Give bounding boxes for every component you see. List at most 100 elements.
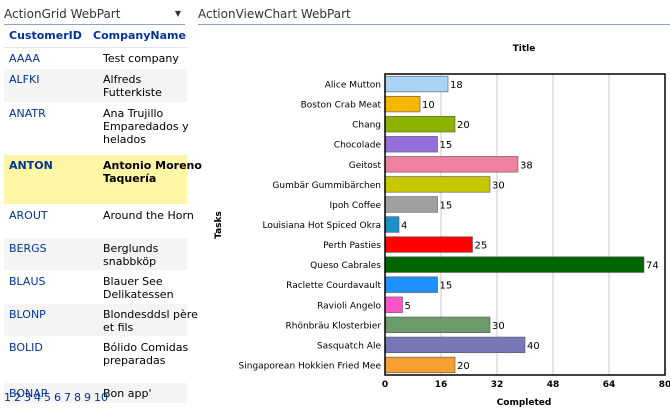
page-link[interactable]: 4 <box>34 391 41 404</box>
data-label: 20 <box>457 120 470 131</box>
bar <box>384 236 473 253</box>
data-label: 15 <box>440 140 453 151</box>
category-tick-label: Boston Crab Meat <box>301 101 382 111</box>
x-tick-label: 0 <box>382 380 388 390</box>
bar <box>384 336 526 354</box>
category-tick-label: Singaporean Hokkien Fried Mee <box>239 361 382 371</box>
category-tick-label: Ipoh Coffee <box>329 201 381 211</box>
customer-id-link[interactable]: ANATR <box>9 107 46 120</box>
table-row[interactable]: AROUT Around the Horn <box>4 205 194 238</box>
data-label: 74 <box>646 261 659 272</box>
bar <box>384 75 449 93</box>
table-row[interactable]: BERGS Berglunds snabbköp <box>4 238 187 271</box>
action-view-chart-webpart: ActionViewChart WebPart 18 Alice Mutton 10… <box>194 0 670 418</box>
company-name-cell: Test company <box>103 52 179 65</box>
data-label: 25 <box>475 241 488 252</box>
customer-id-link[interactable]: BLAUS <box>9 275 46 288</box>
customer-id-link[interactable]: BONAP <box>9 387 48 400</box>
table-row[interactable]: BLAUS Blauer See Delikatessen <box>4 271 187 304</box>
data-label: 15 <box>440 281 453 292</box>
category-tick-label: Raclette Courdavault <box>286 281 381 291</box>
company-name-cell: Blauer See Delikatessen <box>103 275 174 301</box>
table-row[interactable]: BONAP Bon app' <box>4 383 187 404</box>
table-row[interactable]: BLONP Blondesddsl père et fils <box>4 304 198 337</box>
plot-frame <box>384 73 666 376</box>
bar <box>384 116 456 133</box>
bar <box>384 95 421 113</box>
company-name-cell: Bólido Comidas preparadas <box>103 341 189 367</box>
category-tick-label: Gumbär Gummibärchen <box>272 181 381 191</box>
bar <box>384 356 456 374</box>
column-header-customer-id[interactable]: CustomerID <box>9 29 82 42</box>
customer-id-link[interactable]: ALFKI <box>9 73 40 86</box>
category-tick-label: Ravioli Angelo <box>317 301 381 311</box>
customer-grid: CustomerID CompanyName AAAA Test company A… <box>4 27 202 404</box>
category-tick-label: Alice Mutton <box>325 81 381 91</box>
chart-webpart-title: ActionViewChart WebPart <box>198 4 670 25</box>
bar <box>384 276 438 293</box>
category-tick-label: Sasquatch Ale <box>317 341 382 351</box>
y-axis-label: Tasks <box>214 211 224 239</box>
data-label: 18 <box>450 80 463 91</box>
page-link[interactable]: 2 <box>14 391 21 404</box>
x-axis-label: Completed <box>497 398 552 408</box>
chart-title: Title <box>513 44 536 54</box>
bar <box>384 136 438 153</box>
bar <box>384 176 491 193</box>
action-grid-webpart: ActionGrid WebPart ▼ CustomerID CompanyN… <box>0 0 202 418</box>
company-name-cell: Ana Trujillo Emparedados y helados <box>103 107 189 146</box>
page-link[interactable]: 5 <box>44 391 51 404</box>
category-tick-label: Geitost <box>349 161 382 171</box>
customer-id-link[interactable]: BOLID <box>9 341 43 354</box>
table-row[interactable]: AAAA Test company <box>4 48 187 69</box>
category-tick-label: Queso Cabrales <box>310 261 381 271</box>
page-link[interactable]: 8 <box>74 391 81 404</box>
customer-id-link[interactable]: AROUT <box>9 209 48 222</box>
column-header-company-name[interactable]: CompanyName <box>93 29 186 42</box>
data-label: 38 <box>520 160 533 171</box>
page-link[interactable]: 3 <box>24 391 31 404</box>
bar <box>384 316 491 333</box>
webpart-menu-arrow-icon[interactable]: ▼ <box>174 9 181 18</box>
x-tick-label: 80 <box>659 380 670 390</box>
page-link[interactable]: 7 <box>64 391 71 404</box>
data-label: 30 <box>492 180 505 191</box>
customer-id-link[interactable]: BLONP <box>9 308 46 321</box>
company-name-cell: Bon app' <box>103 387 152 400</box>
category-tick-label: Rhönbräu Klosterbier <box>286 321 382 331</box>
page-link[interactable]: 6 <box>54 391 61 404</box>
data-label: 40 <box>527 341 540 352</box>
page-link[interactable]: 1 <box>4 391 11 404</box>
category-tick-label: Chang <box>352 121 381 131</box>
page-link[interactable]: 10 <box>94 391 108 404</box>
grid-header: CustomerID CompanyName <box>4 27 187 48</box>
customer-id-link[interactable]: AAAA <box>9 52 41 65</box>
data-label: 15 <box>440 200 453 211</box>
data-label: 10 <box>422 100 435 111</box>
bar <box>384 296 403 313</box>
table-row[interactable]: ANATR Ana Trujillo Emparedados y helados <box>4 103 189 155</box>
chart-webpart-title-text: ActionViewChart WebPart <box>198 7 351 21</box>
company-name-cell: Blondesddsl père et fils <box>103 308 198 334</box>
bar <box>384 196 438 213</box>
page-link[interactable]: 9 <box>84 391 91 404</box>
table-row[interactable]: ALFKI Alfreds Futterkiste <box>4 69 187 103</box>
category-tick-label: Perth Pasties <box>323 241 381 251</box>
customer-id-link[interactable]: ANTON <box>9 159 53 172</box>
bar <box>384 156 519 173</box>
grid-pager: 1 2 3 4 5 6 7 8 9 10 <box>4 391 111 404</box>
tasks-bar-chart: 18 Alice Mutton 10 Boston Crab Meat 20 Chang 1… <box>214 44 670 408</box>
grid-webpart-title: ActionGrid WebPart ▼ <box>4 4 185 25</box>
grid-webpart-title-text: ActionGrid WebPart <box>4 7 121 21</box>
table-row[interactable]: BOLID Bólido Comidas preparadas <box>4 337 188 383</box>
company-name-cell: Antonio Moreno Taquería <box>103 159 202 185</box>
customer-id-link[interactable]: BERGS <box>9 242 47 255</box>
company-name-cell: Around the Horn <box>103 209 194 222</box>
bar <box>384 216 400 233</box>
bar <box>384 256 645 273</box>
table-row[interactable]: ANTON Antonio Moreno Taquería <box>4 155 202 205</box>
category-tick-label: Louisiana Hot Spiced Okra <box>262 221 381 231</box>
data-label: 4 <box>401 221 407 232</box>
x-tick-label: 48 <box>547 380 560 390</box>
data-label: 30 <box>492 321 505 332</box>
